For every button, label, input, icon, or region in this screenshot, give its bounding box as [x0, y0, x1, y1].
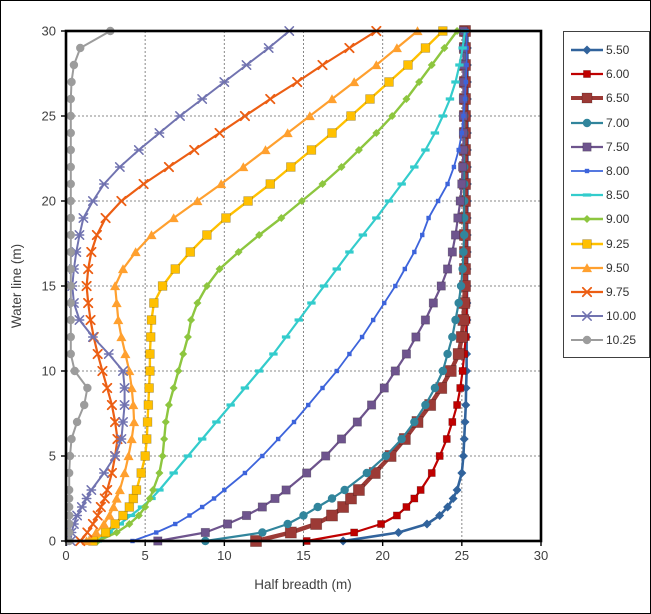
y-tick-label: 0: [49, 534, 56, 549]
x-tick-label: 5: [142, 548, 149, 563]
legend-swatch-dash-icon: [571, 193, 603, 197]
legend-item-8.50: 8.50: [570, 183, 649, 207]
legend-item-9.50: 9.50: [570, 256, 649, 280]
legend-swatch-triangle-icon: [571, 262, 603, 272]
legend-item-10.25: 10.25: [570, 328, 649, 352]
legend-label: 9.25: [606, 236, 630, 251]
legend-label: 6.00: [606, 67, 630, 82]
x-tick-label: 15: [296, 548, 310, 563]
legend-label: 10.25: [606, 333, 637, 348]
legend-item-9.75: 9.75: [570, 280, 649, 304]
legend-swatch-circle-icon: [571, 336, 603, 345]
legend-item-8.00: 8.00: [570, 159, 649, 183]
legend-item-6.00: 6.00: [570, 62, 649, 86]
legend-item-5.50: 5.50: [570, 38, 649, 62]
data-series: [64, 25, 472, 547]
y-tick-label: 5: [49, 449, 56, 464]
legend-label: 9.00: [606, 212, 630, 227]
series-10.00: [65, 26, 295, 546]
series-9.75: [75, 25, 382, 547]
legend-item-7.00: 7.00: [570, 111, 649, 135]
series-9.50: [81, 26, 423, 546]
legend-swatch-diamond-icon: [571, 45, 603, 55]
legend-label: 7.00: [606, 115, 630, 130]
legend-label: 7.50: [606, 139, 630, 154]
legend-swatch-x-icon: [571, 286, 603, 298]
y-axis-title: Water line (m): [9, 244, 24, 328]
series-9.00: [93, 27, 462, 545]
legend-label: 5.50: [606, 43, 630, 58]
legend-swatch-dot-icon: [571, 168, 603, 174]
legend-label: 8.00: [606, 164, 630, 179]
axes-frame: [61, 29, 543, 546]
legend-swatch-square-icon: [571, 93, 603, 104]
legend-label: 9.50: [606, 260, 630, 275]
legend-item-10.00: 10.00: [570, 304, 649, 328]
x-tick-label: 25: [455, 548, 469, 563]
y-tick-label: 10: [42, 364, 56, 379]
legend-item-9.25: 9.25: [570, 232, 649, 256]
x-tick-label: 30: [534, 548, 548, 563]
legend-item-7.50: 7.50: [570, 135, 649, 159]
legend-swatch-square-icon: [571, 70, 603, 79]
y-tick-label: 30: [42, 24, 56, 39]
legend-label: 6.50: [606, 91, 630, 106]
x-tick-label: 10: [217, 548, 231, 563]
legend-item-6.50: 6.50: [570, 86, 649, 110]
legend-item-9.00: 9.00: [570, 207, 649, 231]
y-tick-label: 15: [42, 279, 56, 294]
legend-swatch-star-icon: [571, 311, 603, 322]
legend-swatch-square-icon: [571, 142, 603, 152]
x-tick-label: 0: [62, 548, 69, 563]
legend-label: 9.75: [606, 284, 630, 299]
legend-swatch-diamond-icon: [571, 215, 603, 224]
legend-label: 8.50: [606, 188, 630, 203]
x-tick-label: 20: [375, 548, 389, 563]
x-axis-title: Half breadth (m): [254, 577, 352, 592]
y-tick-label: 25: [42, 109, 56, 124]
legend-swatch-square-icon: [571, 238, 603, 249]
series-8.50: [93, 29, 470, 543]
legend-swatch-circle-icon: [571, 118, 603, 127]
y-tick-label: 20: [42, 194, 56, 209]
legend-label: 10.00: [606, 309, 637, 324]
tick-labels: 0 5 10 15 20 25 30 0 5 10 15 20 25 30: [42, 24, 549, 564]
legend: 5.50 6.00 6.50 7.00 7.50 8.00 8.50 9.00 9.25 9.50…: [563, 31, 650, 358]
series-9.25: [88, 26, 448, 546]
